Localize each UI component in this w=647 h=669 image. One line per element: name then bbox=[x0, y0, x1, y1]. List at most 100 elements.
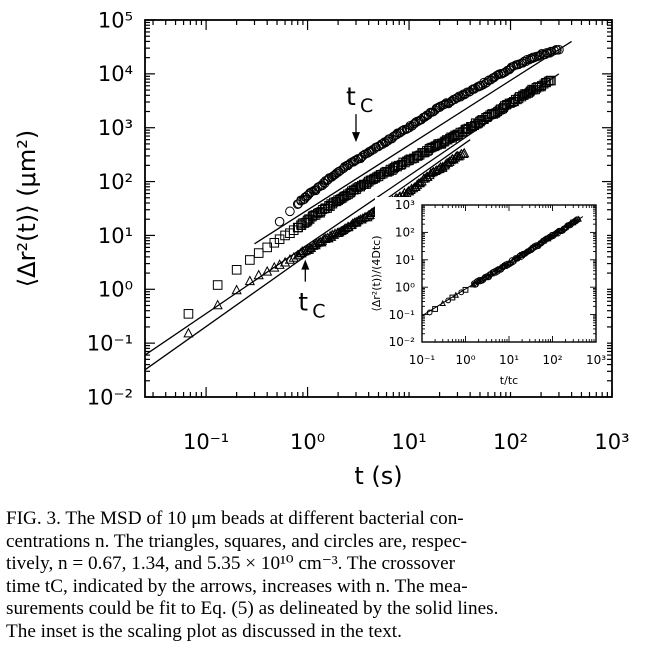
y-tick-label: 10³ bbox=[98, 116, 133, 140]
caption-line: tively, n = 0.67, 1.34, and 5.35 × 10¹⁰ … bbox=[6, 553, 456, 575]
series-circle bbox=[254, 40, 572, 245]
triangle-marker bbox=[284, 253, 296, 264]
fit-line bbox=[254, 40, 572, 245]
circle-marker bbox=[285, 206, 295, 217]
square-marker bbox=[253, 248, 264, 258]
series-square bbox=[144, 73, 560, 356]
caption-line: FIG. 3. The MSD of 10 μm beads at differ… bbox=[6, 508, 464, 529]
tc-arrow-head bbox=[351, 132, 360, 143]
square-marker bbox=[363, 176, 374, 187]
circle-marker bbox=[398, 125, 408, 135]
y-tick-label: 10³ bbox=[395, 198, 415, 212]
square-marker bbox=[462, 286, 469, 293]
square-marker bbox=[546, 75, 556, 86]
square-marker bbox=[437, 138, 447, 148]
square-marker bbox=[212, 280, 223, 290]
x-tick-label: 10⁰ bbox=[455, 353, 475, 367]
triangle-marker bbox=[339, 223, 350, 233]
triangle-marker bbox=[459, 147, 470, 158]
triangle-marker bbox=[315, 236, 326, 246]
x-axis-title: t (s) bbox=[354, 462, 402, 490]
y-tick-label: 10⁻² bbox=[87, 385, 133, 409]
triangle-marker bbox=[575, 215, 582, 222]
triangle-marker bbox=[427, 167, 438, 177]
x-tick-label: 10² bbox=[542, 353, 562, 367]
square-marker bbox=[346, 188, 356, 198]
x-tick-label: 10³ bbox=[594, 430, 629, 454]
triangle-marker bbox=[253, 269, 264, 280]
square-marker bbox=[183, 309, 194, 319]
triangle-marker bbox=[365, 209, 375, 220]
x-tick-label: 10⁻¹ bbox=[409, 353, 436, 367]
caption-line: centrations n. The triangles, squares, a… bbox=[6, 530, 468, 552]
y-tick-label: 10⁻² bbox=[389, 335, 416, 349]
triangle-marker bbox=[244, 275, 255, 286]
y-tick-label: 10⁵ bbox=[98, 8, 133, 32]
x-tick-label: 10² bbox=[493, 430, 528, 454]
y-tick-label: 10⁰ bbox=[395, 280, 415, 294]
x-tick-label: 10⁰ bbox=[290, 430, 325, 454]
square-marker bbox=[502, 100, 512, 110]
triangle-marker bbox=[408, 183, 419, 193]
x-tick-label: 10³ bbox=[586, 353, 606, 367]
square-marker bbox=[432, 306, 438, 312]
caption-line: The inset is the scaling plot as discuss… bbox=[6, 620, 402, 642]
square-marker bbox=[269, 237, 280, 248]
triangle-marker bbox=[183, 327, 194, 338]
figure-caption: FIG. 3. The MSD of 10 μm beads at differ… bbox=[6, 508, 638, 644]
square-marker bbox=[368, 174, 378, 184]
x-tick-label: 10¹ bbox=[391, 430, 426, 454]
tc-label-subscript: C bbox=[312, 301, 325, 323]
tc-label: t bbox=[298, 288, 308, 317]
y-tick-label: 10² bbox=[98, 170, 133, 194]
main-plot: 10⁻¹ 10⁰ 10¹ 10² 10³ 10⁻² 10⁻¹ 10⁰ 10¹ 10² 10³ 10⁴ 1… bbox=[13, 8, 630, 490]
square-marker bbox=[378, 169, 388, 179]
circle-marker bbox=[274, 216, 285, 227]
circle-marker bbox=[454, 91, 464, 101]
circle-marker bbox=[328, 171, 338, 181]
square-marker bbox=[356, 180, 366, 190]
square-marker bbox=[231, 265, 242, 275]
caption-line: surements could be fit to Eq. (5) as del… bbox=[6, 598, 499, 620]
triangle-marker bbox=[336, 225, 346, 236]
tc-arrow-head bbox=[301, 259, 310, 270]
triangle-marker bbox=[439, 299, 446, 306]
inset-plot: 10⁻¹ 10⁰ 10¹ 10² 10³ 10⁻² 10⁻¹ 10⁰ 10¹ 10² 10³ t/tc… bbox=[370, 197, 607, 392]
inset-collapsed-data bbox=[426, 215, 582, 316]
triangle-marker bbox=[452, 291, 460, 298]
circle-marker bbox=[426, 309, 433, 316]
circle-marker bbox=[554, 44, 564, 55]
square-marker bbox=[245, 255, 255, 265]
y-axis-title: ⟨Δr²(t)⟩/(4Dtc) bbox=[370, 235, 383, 311]
circle-marker bbox=[499, 68, 509, 78]
y-tick-label: 10¹ bbox=[98, 224, 133, 248]
circle-marker bbox=[550, 233, 557, 240]
triangle-marker bbox=[231, 284, 242, 295]
circle-marker bbox=[402, 124, 412, 134]
y-tick-label: 10¹ bbox=[395, 253, 415, 267]
y-tick-label: 10⁴ bbox=[98, 62, 133, 86]
triangle-marker bbox=[317, 235, 328, 245]
square-marker bbox=[285, 228, 295, 238]
triangle-marker bbox=[306, 242, 317, 253]
circle-marker bbox=[531, 51, 542, 62]
square-marker bbox=[280, 230, 290, 241]
y-tick-label: 10² bbox=[395, 226, 415, 240]
triangle-marker bbox=[353, 215, 364, 225]
caption-line: time tC, indicated by the arrows, increa… bbox=[6, 575, 468, 597]
y-tick-label: 10⁰ bbox=[98, 278, 133, 302]
square-marker bbox=[427, 142, 437, 152]
circle-marker bbox=[529, 53, 539, 63]
tc-label: t bbox=[346, 82, 356, 111]
figure: 10⁻¹ 10⁰ 10¹ 10² 10³ 10⁻² 10⁻¹ 10⁰ 10¹ 10² 10³ 10⁴ 1… bbox=[13, 8, 630, 490]
y-tick-label: 10⁻¹ bbox=[389, 308, 416, 322]
y-axis-title: ⟨Δr²(t)⟩ (μm²) bbox=[13, 130, 41, 287]
x-tick-label: 10¹ bbox=[499, 353, 519, 367]
x-axis-title: t/tc bbox=[500, 374, 518, 387]
y-tick-label: 10⁻¹ bbox=[87, 331, 133, 355]
tc-label-subscript: C bbox=[360, 95, 373, 117]
x-tick-label: 10⁻¹ bbox=[183, 430, 229, 454]
circle-marker bbox=[441, 98, 451, 108]
